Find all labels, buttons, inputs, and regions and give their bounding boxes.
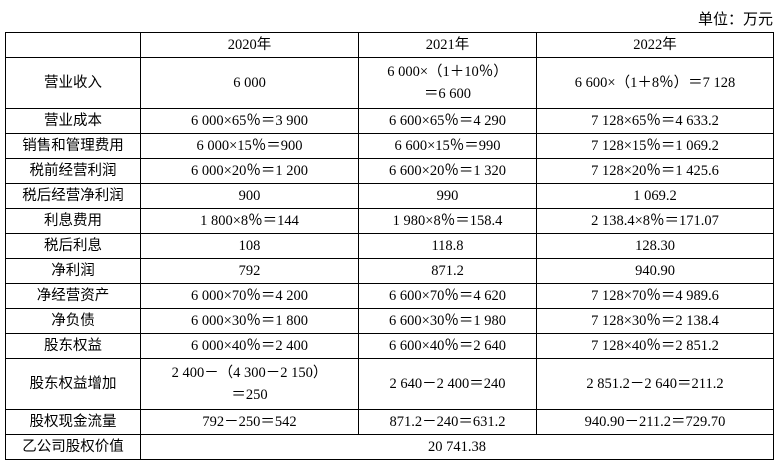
cell: 108 bbox=[140, 233, 359, 259]
cell: 900 bbox=[140, 183, 359, 209]
row-label: 营业收入 bbox=[5, 57, 141, 109]
cell: 6 600×30％＝1 980 bbox=[358, 308, 537, 334]
cell: 7 128×70％＝4 989.6 bbox=[536, 283, 774, 309]
header-row: 2020年 2021年 2022年 bbox=[5, 32, 774, 58]
cell: 118.8 bbox=[358, 233, 537, 259]
row-label: 净负债 bbox=[5, 308, 141, 334]
table-row: 股东权益 6 000×40％＝2 400 6 600×40％＝2 640 7 128×… bbox=[5, 333, 774, 359]
row-label: 利息费用 bbox=[5, 208, 141, 234]
row-label: 股权现金流量 bbox=[5, 409, 141, 435]
cell: 6 000 bbox=[140, 57, 359, 109]
cell-line: 6 000×（1＋10％） bbox=[387, 64, 508, 80]
row-label: 税后经营净利润 bbox=[5, 183, 141, 209]
cell: 792－250＝542 bbox=[140, 409, 359, 435]
cell: 6 600×（1＋8％）＝7 128 bbox=[536, 57, 774, 109]
row-label: 税后利息 bbox=[5, 233, 141, 259]
cell: 1 069.2 bbox=[536, 183, 774, 209]
cell: 1 800×8％＝144 bbox=[140, 208, 359, 234]
cell: 940.90 bbox=[536, 258, 774, 284]
row-label: 营业成本 bbox=[5, 108, 141, 134]
cell: 2 851.2－2 640＝211.2 bbox=[536, 358, 774, 410]
cell: 871.2－240＝631.2 bbox=[358, 409, 537, 435]
table-row: 销售和管理费用 6 000×15％＝900 6 600×15％＝990 7 128×1… bbox=[5, 133, 774, 159]
cell: 6 000×40％＝2 400 bbox=[140, 333, 359, 359]
cell: 6 000×70％＝4 200 bbox=[140, 283, 359, 309]
cell: 792 bbox=[140, 258, 359, 284]
cell: 6 000×15％＝900 bbox=[140, 133, 359, 159]
table-row: 股东权益增加 2 400－（4 300－2 150） ＝250 2 640－2 400… bbox=[5, 358, 774, 410]
cell: 7 128×65％＝4 633.2 bbox=[536, 108, 774, 134]
cell-line: ＝6 600 bbox=[423, 86, 472, 102]
table-row: 股权现金流量 792－250＝542 871.2－240＝631.2 940.90－2… bbox=[5, 409, 774, 435]
cell: 7 128×15％＝1 069.2 bbox=[536, 133, 774, 159]
data-table: 2020年 2021年 2022年 营业收入 6 000 6 000×（1＋10％） ＝6 … bbox=[5, 32, 774, 460]
table-row: 净经营资产 6 000×70％＝4 200 6 600×70％＝4 620 7 128… bbox=[5, 283, 774, 309]
cell: 6 000×65％＝3 900 bbox=[140, 108, 359, 134]
row-label: 税前经营利润 bbox=[5, 158, 141, 184]
cell: 871.2 bbox=[358, 258, 537, 284]
row-label: 股东权益 bbox=[5, 333, 141, 359]
row-label: 净利润 bbox=[5, 258, 141, 284]
cell: 2 138.4×8％＝171.07 bbox=[536, 208, 774, 234]
cell: 6 000×（1＋10％） ＝6 600 bbox=[358, 57, 537, 109]
cell: 6 000×20％＝1 200 bbox=[140, 158, 359, 184]
header-cell bbox=[5, 32, 141, 58]
cell: 7 128×30％＝2 138.4 bbox=[536, 308, 774, 334]
cell-line: 2 400－（4 300－2 150） bbox=[171, 365, 328, 381]
cell-line: ＝250 bbox=[231, 387, 268, 403]
cell: 6 600×15％＝990 bbox=[358, 133, 537, 159]
header-cell: 2020年 bbox=[140, 32, 359, 58]
table-row: 利息费用 1 800×8％＝144 1 980×8％＝158.4 2 138.4×8％… bbox=[5, 208, 774, 234]
cell: 1 980×8％＝158.4 bbox=[358, 208, 537, 234]
header-cell: 2021年 bbox=[358, 32, 537, 58]
cell: 6 600×40％＝2 640 bbox=[358, 333, 537, 359]
table-body: 2020年 2021年 2022年 营业收入 6 000 6 000×（1＋10％） ＝6 … bbox=[5, 32, 774, 460]
row-label: 乙公司股权价值 bbox=[5, 434, 141, 460]
cell: 6 000×30％＝1 800 bbox=[140, 308, 359, 334]
cell: 940.90－211.2＝729.70 bbox=[536, 409, 774, 435]
cell: 6 600×65％＝4 290 bbox=[358, 108, 537, 134]
row-label: 销售和管理费用 bbox=[5, 133, 141, 159]
table-row: 净负债 6 000×30％＝1 800 6 600×30％＝1 980 7 128×3… bbox=[5, 308, 774, 334]
cell: 7 128×20％＝1 425.6 bbox=[536, 158, 774, 184]
unit-note: 单位：万元 bbox=[697, 10, 773, 28]
cell: 2 400－（4 300－2 150） ＝250 bbox=[140, 358, 359, 410]
cell: 20 741.38 bbox=[140, 434, 774, 460]
header-cell: 2022年 bbox=[536, 32, 774, 58]
row-label: 净经营资产 bbox=[5, 283, 141, 309]
table-row: 税前经营利润 6 000×20％＝1 200 6 600×20％＝1 320 7 12… bbox=[5, 158, 774, 184]
table-row: 税后利息 108 118.8 128.30 bbox=[5, 233, 774, 259]
cell: 990 bbox=[358, 183, 537, 209]
table-row: 乙公司股权价值 20 741.38 bbox=[5, 434, 774, 460]
table-row: 营业收入 6 000 6 000×（1＋10％） ＝6 600 6 600×（1＋8％）… bbox=[5, 57, 774, 109]
row-label: 股东权益增加 bbox=[5, 358, 141, 410]
table-row: 净利润 792 871.2 940.90 bbox=[5, 258, 774, 284]
table-row: 税后经营净利润 900 990 1 069.2 bbox=[5, 183, 774, 209]
table-row: 营业成本 6 000×65％＝3 900 6 600×65％＝4 290 7 128×… bbox=[5, 108, 774, 134]
cell: 2 640－2 400＝240 bbox=[358, 358, 537, 410]
cell: 6 600×20％＝1 320 bbox=[358, 158, 537, 184]
cell: 7 128×40％＝2 851.2 bbox=[536, 333, 774, 359]
cell: 6 600×70％＝4 620 bbox=[358, 283, 537, 309]
cell: 128.30 bbox=[536, 233, 774, 259]
